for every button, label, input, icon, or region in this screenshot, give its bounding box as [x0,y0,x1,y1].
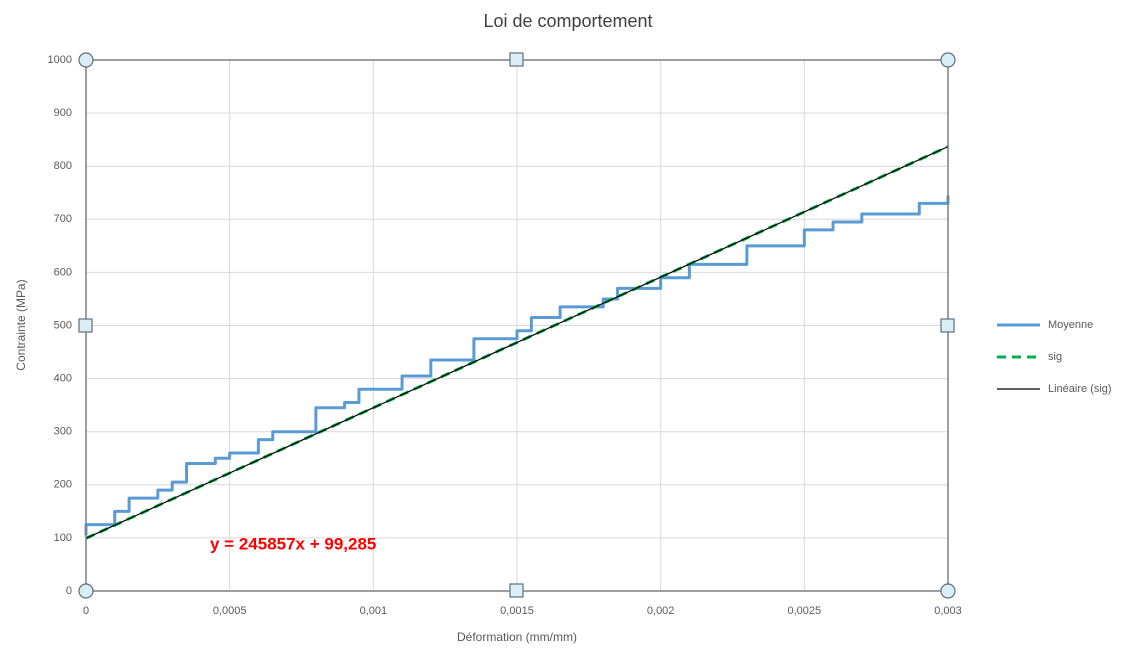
y-tick-label: 0 [66,585,72,597]
x-tick-label: 0,0025 [788,605,822,617]
series-line [84,195,950,536]
x-tick-label: 0 [83,605,89,617]
handle [940,583,956,599]
y-tick-label: 1000 [48,54,72,66]
y-tick-label: 600 [54,266,72,278]
legend-label: sig [1048,351,1062,363]
x-tick-label: 0,0015 [500,605,534,617]
y-tick-label: 400 [54,373,72,385]
handle [78,318,93,333]
trendline-equation: y = 245857x + 99,285 [210,534,376,553]
x-tick-label: 0,001 [360,605,388,617]
x-tick-label: 0,0005 [213,605,247,617]
legend-label: Linéaire (sig) [1048,383,1112,395]
y-tick-label: 700 [54,213,72,225]
y-tick-label: 300 [54,426,72,438]
series-line [85,146,949,539]
handle [940,52,956,68]
y-tick-label: 500 [54,319,72,331]
y-tick-label: 800 [54,160,72,172]
legend-label: Moyenne [1048,319,1093,331]
x-axis-title: Déformation (mm/mm) [457,630,577,644]
handle [78,583,94,599]
plot-area [84,59,950,592]
handle [940,318,955,333]
x-tick-label: 0,002 [647,605,675,617]
handle [509,52,524,67]
selection-handles [78,52,956,599]
y-tick-label: 200 [54,479,72,491]
x-tick-label: 0,003 [934,605,962,617]
y-tick-label: 900 [54,107,72,119]
handle [509,583,524,598]
y-axis-title: Contrainte (MPa) [14,279,28,370]
y-tick-label: 100 [54,532,72,544]
handle [78,52,94,68]
chart-title: Loi de comportement [483,11,652,31]
